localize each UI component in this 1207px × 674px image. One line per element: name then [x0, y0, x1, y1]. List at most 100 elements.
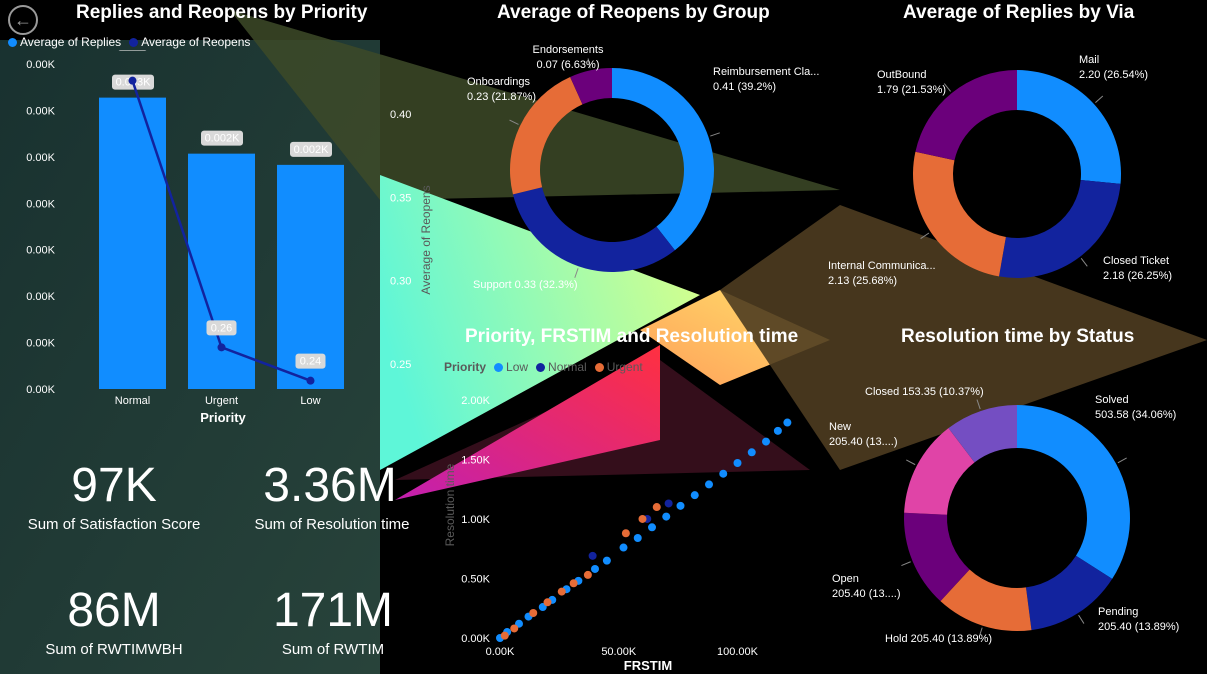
bar-label-bg	[201, 130, 243, 146]
back-button[interactable]: ←	[8, 5, 38, 35]
legend-item-low[interactable]: Low	[494, 360, 528, 374]
slice-name-label: OutBound	[877, 69, 927, 81]
priority-scatter-chart[interactable]: 0.00K 0.50K 1.00K 1.50K 2.00K 0.00K 50.00K 100.…	[440, 375, 820, 674]
bar-data-label: 0.002K	[205, 133, 241, 145]
slice-name-label: Open	[832, 573, 859, 585]
slice-outbound[interactable]	[915, 70, 1017, 161]
point-urgent[interactable]	[621, 529, 630, 538]
replies-reopens-chart[interactable]: 0.00K 0.00K 0.00K 0.00K 0.00K 0.00K 0.00K 0.00K…	[0, 50, 440, 430]
point-low[interactable]	[733, 459, 742, 467]
y-tick-label: 0.00K	[26, 198, 55, 210]
legend-item-reopens[interactable]: Average of Reopens	[129, 35, 250, 49]
legend-item-urgent[interactable]: Urgent	[594, 360, 643, 374]
slice-label: Support 0.33 (32.3%)	[473, 279, 578, 291]
slice-hold[interactable]	[940, 569, 1032, 631]
chart-title-scatter: Priority, FRSTIM and Resolution time	[465, 326, 799, 347]
slice-solved[interactable]	[1017, 405, 1130, 579]
point-urgent[interactable]	[543, 598, 552, 607]
slice-new[interactable]	[904, 428, 975, 515]
slice-onboardings[interactable]	[510, 76, 583, 195]
slice-value-label: 205.40 (13....)	[829, 436, 898, 448]
bar-normal[interactable]	[99, 97, 166, 389]
slice-value-label: 1.79 (21.53%)	[877, 84, 946, 96]
y-tick-label: 0.00K	[461, 633, 490, 645]
leader-line	[976, 399, 981, 410]
point-urgent[interactable]	[529, 609, 538, 617]
slice-name-label: Endorsements	[533, 44, 604, 56]
leader-line	[978, 627, 983, 638]
reopens-point[interactable]	[306, 376, 315, 385]
resolution-by-status-donut[interactable]: Solved 503.58 (34.06%) Pending 205.40 (13.8…	[820, 360, 1207, 660]
point-urgent[interactable]	[510, 624, 519, 633]
legend-item-normal[interactable]: Normal	[536, 360, 587, 374]
point-urgent[interactable]	[569, 579, 578, 588]
legend-priority: Priority Low Normal Urgent	[444, 360, 643, 374]
point-normal[interactable]	[664, 499, 673, 508]
point-low[interactable]	[705, 480, 713, 489]
slice-endorsements[interactable]	[570, 68, 612, 105]
point-urgent[interactable]	[557, 587, 566, 596]
kpi-rwtimwbh-value: 86M	[67, 584, 161, 637]
replies-by-via-donut[interactable]: Mail 2.20 (26.54%) Closed Ticket 2.18 (26.2…	[820, 30, 1207, 300]
point-low[interactable]	[619, 543, 628, 552]
chart-title-status: Resolution time by Status	[901, 326, 1135, 347]
point-low[interactable]	[783, 418, 792, 427]
slice-pending[interactable]	[1025, 555, 1113, 631]
slice-value-label: 205.40 (13.89%)	[1098, 621, 1179, 633]
bar-urgent[interactable]	[188, 153, 255, 389]
slice-value-label: 0.41 (39.2%)	[713, 81, 776, 93]
kpi-resolution-value: 3.36M	[263, 459, 397, 512]
slice-reimbursement-cla[interactable]	[612, 68, 714, 251]
kpi-rwtim-value: 171M	[272, 584, 394, 637]
reopens-point[interactable]	[217, 343, 226, 352]
leader-line	[943, 83, 951, 92]
point-low[interactable]	[719, 469, 728, 478]
line-data-label: 0.26	[211, 322, 232, 334]
slice-label: Hold 205.40 (13.89%)	[885, 633, 992, 645]
chart-title-replies-reopens: Replies and Reopens by Priority	[76, 2, 368, 23]
point-low[interactable]	[676, 501, 685, 510]
point-urgent[interactable]	[652, 503, 661, 512]
legend-title: Priority	[444, 360, 487, 374]
slice-mail[interactable]	[1017, 70, 1121, 184]
slice-open[interactable]	[904, 512, 970, 602]
slice-support[interactable]	[512, 187, 675, 272]
point-low[interactable]	[662, 512, 671, 521]
kpi-satisfaction-value: 97K	[71, 459, 157, 512]
point-low[interactable]	[633, 534, 642, 542]
point-low[interactable]	[773, 426, 782, 435]
bar-low[interactable]	[277, 164, 344, 389]
slice-internal-communica[interactable]	[913, 151, 1006, 277]
slice-name-label: Onboardings	[467, 76, 530, 88]
reopens-by-group-donut[interactable]: Reimbursement Cla... 0.41 (39.2%) Support …	[440, 30, 840, 300]
point-low[interactable]	[762, 437, 770, 446]
point-urgent[interactable]	[500, 631, 509, 640]
legend-item-replies[interactable]: Average of Replies	[8, 35, 121, 49]
reopens-point[interactable]	[128, 76, 137, 85]
leader-line	[1095, 95, 1104, 104]
y-tick-label: 0.00K	[26, 59, 55, 71]
y2-tick-label: 0.25	[390, 359, 411, 371]
y2-tick-label: 0.40	[390, 109, 411, 121]
x-axis-title: FRSTIM	[624, 658, 672, 673]
point-normal[interactable]	[588, 551, 597, 560]
point-low[interactable]	[591, 564, 599, 573]
slice-name-label: Closed Ticket	[1103, 255, 1169, 267]
point-low[interactable]	[690, 491, 699, 500]
point-low[interactable]	[602, 556, 611, 565]
arrow-left-icon: ←	[14, 10, 32, 30]
point-low[interactable]	[747, 448, 756, 457]
point-urgent[interactable]	[583, 570, 592, 579]
slice-value-label: 0.23 (21.87%)	[467, 91, 536, 103]
leader-line	[901, 561, 911, 567]
slice-name-label: Reimbursement Cla...	[713, 66, 819, 78]
point-low[interactable]	[648, 523, 656, 532]
y-tick-label: 1.00K	[461, 514, 490, 526]
leader-line	[710, 132, 720, 137]
y-tick-label: 0.00K	[26, 291, 55, 303]
slice-closed[interactable]	[948, 405, 1017, 463]
slice-closed-ticket[interactable]	[998, 180, 1121, 278]
slice-name-label: Pending	[1098, 606, 1138, 618]
line-label-bg	[206, 320, 237, 336]
point-urgent[interactable]	[638, 514, 647, 523]
